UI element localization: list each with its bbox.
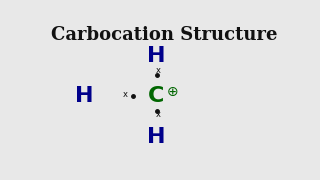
Text: Carbocation Structure: Carbocation Structure bbox=[51, 26, 277, 44]
Text: ⊕: ⊕ bbox=[167, 85, 179, 99]
Text: x: x bbox=[155, 110, 160, 119]
Text: H: H bbox=[147, 127, 166, 147]
Text: H: H bbox=[76, 86, 94, 106]
Text: H: H bbox=[147, 46, 166, 66]
Text: C: C bbox=[148, 86, 165, 106]
Text: x: x bbox=[155, 66, 160, 75]
Text: x: x bbox=[123, 90, 128, 99]
